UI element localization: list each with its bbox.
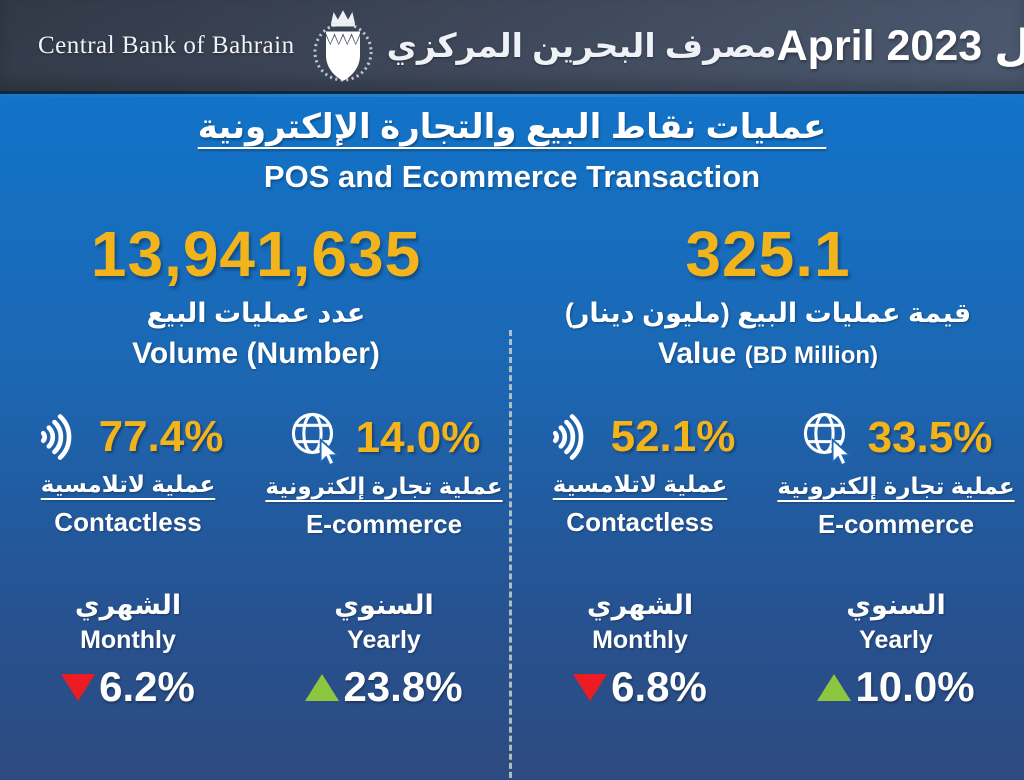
contactless-icon bbox=[33, 409, 89, 465]
up-triangle-icon bbox=[817, 673, 852, 701]
monthly-label-arabic: الشهري bbox=[586, 590, 694, 621]
ecommerce-globe-icon bbox=[800, 409, 858, 467]
volume-monthly-change: الشهري Monthly 6.2% bbox=[0, 590, 256, 711]
page-title-arabic: عمليات نقاط البيع والتجارة الإلكترونية bbox=[197, 108, 827, 146]
bank-name-arabic: مصرف البحرين المركزي bbox=[386, 27, 777, 64]
volume-ecommerce-percentage: 14.0% bbox=[355, 413, 481, 463]
monthly-label-arabic: الشهري bbox=[74, 590, 182, 621]
yearly-label-arabic: السنوي bbox=[846, 590, 946, 621]
volume-monthly-change-percentage: 6.2% bbox=[99, 663, 195, 711]
ecommerce-globe-icon bbox=[288, 409, 346, 467]
contactless-icon bbox=[545, 409, 601, 465]
page-title: عمليات نقاط البيع والتجارة الإلكترونية P… bbox=[0, 97, 1024, 195]
volume-label-arabic: عدد عمليات البيع bbox=[146, 298, 366, 329]
bank-name-english: Central Bank of Bahrain bbox=[38, 31, 295, 59]
value-contactless-percentage: 52.1% bbox=[610, 412, 736, 462]
volume-contactless-percentage: 77.4% bbox=[98, 412, 224, 462]
contactless-label-arabic: عملية لاتلامسية bbox=[552, 471, 728, 498]
value-label-english-main: Value bbox=[657, 337, 737, 371]
ecommerce-label-english: E-commerce bbox=[305, 509, 463, 540]
value-ecommerce-percentage: 33.5% bbox=[867, 413, 993, 463]
report-period: April 2023 أبريل bbox=[777, 21, 1024, 71]
value-headline-value: 325.1 bbox=[685, 218, 851, 290]
value-yearly-change: السنوي Yearly 10.0% bbox=[768, 590, 1024, 711]
volume-ecommerce-stat: 14.0% عملية تجارة إلكترونية E-commerce bbox=[256, 409, 512, 540]
monthly-label-english: Monthly bbox=[592, 626, 688, 655]
ecommerce-label-english: E-commerce bbox=[817, 509, 975, 540]
report-period-english: April 2023 bbox=[776, 21, 983, 70]
volume-yearly-change: السنوي Yearly 23.8% bbox=[256, 590, 512, 711]
yearly-label-english: Yearly bbox=[859, 626, 933, 655]
yearly-label-english: Yearly bbox=[347, 626, 421, 655]
volume-contactless-stat: 77.4% عملية لاتلامسية Contactless bbox=[0, 409, 256, 540]
volume-label-english-main: Volume (Number) bbox=[132, 337, 380, 371]
ecommerce-label-arabic: عملية تجارة إلكترونية bbox=[777, 473, 1015, 500]
value-contactless-stat: 52.1% عملية لاتلامسية Contactless bbox=[512, 409, 768, 540]
monthly-label-english: Monthly bbox=[80, 626, 176, 655]
contactless-label-arabic: عملية لاتلامسية bbox=[40, 471, 216, 498]
page-title-english: POS and Ecommerce Transaction bbox=[263, 159, 761, 194]
value-monthly-change-percentage: 6.8% bbox=[611, 663, 707, 711]
panel-value: 325.1 قيمة عمليات البيع (مليون دينار) Va… bbox=[512, 195, 1024, 711]
value-label-arabic: قيمة عمليات البيع (مليون دينار) bbox=[564, 298, 972, 329]
header-bar: Central Bank of Bahrain مصرف البحرين الم… bbox=[0, 0, 1024, 97]
yearly-label-arabic: السنوي bbox=[334, 590, 434, 621]
cbb-crest-icon bbox=[309, 6, 377, 86]
report-period-arabic: أبريل bbox=[994, 21, 1024, 70]
down-triangle-icon bbox=[61, 673, 96, 701]
panel-volume: 13,941,635 عدد عمليات البيع Volume (Numb… bbox=[0, 195, 512, 711]
volume-yearly-change-percentage: 23.8% bbox=[343, 663, 463, 711]
value-ecommerce-stat: 33.5% عملية تجارة إلكترونية E-commerce bbox=[768, 409, 1024, 540]
contactless-label-english: Contactless bbox=[54, 507, 202, 538]
value-label-english-sub: (BD Million) bbox=[744, 342, 879, 370]
up-triangle-icon bbox=[305, 673, 340, 701]
down-triangle-icon bbox=[573, 673, 608, 701]
contactless-label-english: Contactless bbox=[566, 507, 714, 538]
ecommerce-label-arabic: عملية تجارة إلكترونية bbox=[265, 473, 503, 500]
value-monthly-change: الشهري Monthly 6.8% bbox=[512, 590, 768, 711]
volume-label-english: Volume (Number) bbox=[0, 337, 512, 371]
volume-headline-value: 13,941,635 bbox=[90, 218, 422, 290]
vertical-dashed-divider bbox=[509, 330, 512, 780]
poster-body: عمليات نقاط البيع والتجارة الإلكترونية P… bbox=[0, 97, 1024, 780]
value-yearly-change-percentage: 10.0% bbox=[855, 663, 975, 711]
value-label-english: Value (BD Million) bbox=[512, 337, 1024, 371]
